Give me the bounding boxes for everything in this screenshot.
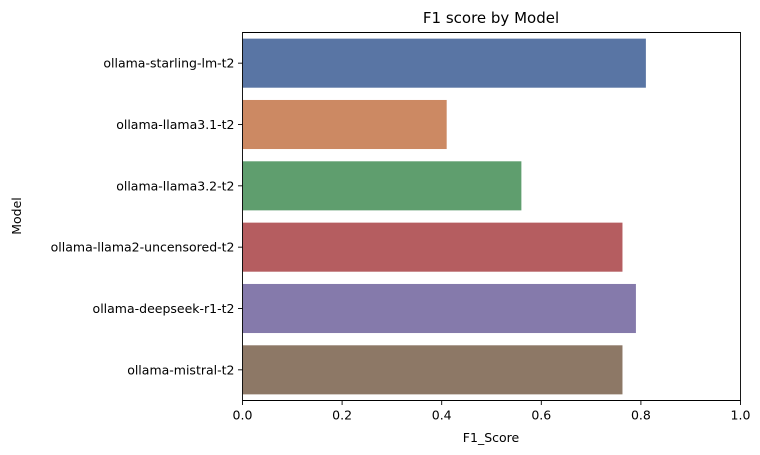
- x-tick-label: 0.2: [332, 408, 352, 423]
- y-tick-label: ollama-mistral-t2: [127, 362, 234, 377]
- y-tick-label: ollama-llama3.1-t2: [116, 117, 234, 132]
- plot-frame: [242, 32, 741, 401]
- y-tick-label: ollama-llama2-uncensored-t2: [51, 240, 235, 255]
- x-tick-label: 0.6: [531, 408, 551, 423]
- chart-title: F1 score by Model: [423, 9, 559, 27]
- x-tick-label: 0.4: [432, 408, 452, 423]
- bar-ollama-mistral-t2: [242, 345, 623, 395]
- y-ticks-group: ollama-starling-lm-t2 ollama-llama3.1-t2 o…: [51, 56, 243, 377]
- bars-group: [242, 38, 646, 395]
- x-tick-label: 0.0: [233, 408, 253, 423]
- bar-ollama-llama2-uncensored-t2: [242, 222, 623, 272]
- y-tick-label: ollama-deepseek-r1-t2: [93, 301, 235, 316]
- bar-ollama-llama3.2-t2: [242, 161, 522, 211]
- bar-ollama-deepseek-r1-t2: [242, 283, 636, 334]
- x-tick-label: 0.8: [631, 408, 651, 423]
- x-axis-label: F1_Score: [463, 430, 520, 445]
- bar-ollama-llama3.1-t2: [242, 99, 447, 150]
- x-ticks-group: 0.0 0.2 0.4 0.6 0.8 1.0: [233, 400, 751, 423]
- y-axis-label: Model: [9, 197, 24, 235]
- bar-ollama-starling-lm-t2: [242, 38, 646, 88]
- x-tick-label: 1.0: [731, 408, 751, 423]
- y-tick-label: ollama-llama3.2-t2: [116, 178, 234, 193]
- y-tick-label: ollama-starling-lm-t2: [103, 56, 234, 71]
